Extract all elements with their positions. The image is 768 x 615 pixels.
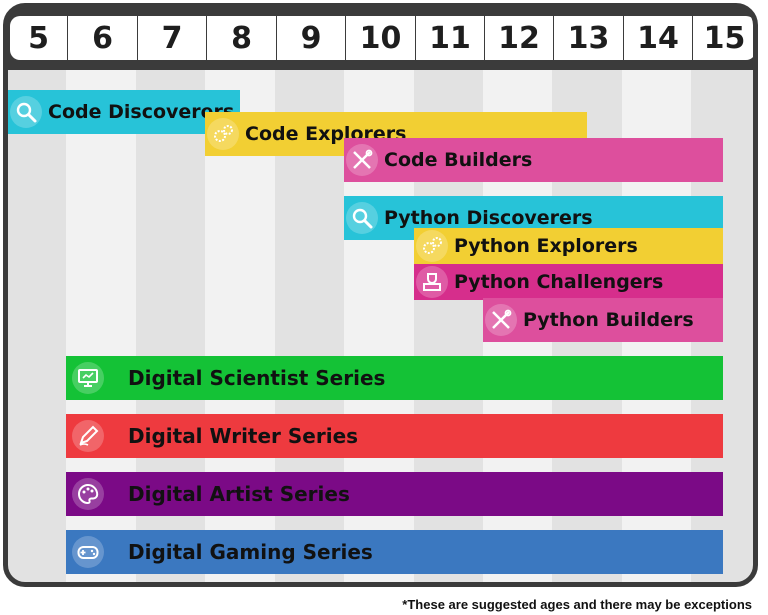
trophy-icon [416,266,448,298]
course-label: Python Challengers [454,271,664,293]
chart-grid: Code Discoverers Code Explorers Code Build… [8,70,753,582]
course-label: Digital Writer Series [128,424,359,448]
course-label: Digital Scientist Series [128,366,386,390]
age-label-12: 12 [485,16,553,60]
course-label: Digital Gaming Series [128,540,373,564]
age-label-13: 13 [554,16,623,60]
age-label-7: 7 [138,16,206,60]
age-label-9: 9 [277,16,345,60]
magnifier-icon [346,202,378,234]
course-label: Digital Artist Series [128,482,350,506]
course-bar-digital-scientist-series: Digital Scientist Series [66,356,723,400]
age-label-14: 14 [624,16,692,60]
chart-frame: 5 6 7 8 9 10 11 12 13 14 15 Code Discoverers Code E… [3,3,758,587]
course-label: Code Builders [384,149,533,171]
palette-icon [72,478,104,510]
footnote: *These are suggested ages and there may … [402,597,752,612]
pen-icon [72,420,104,452]
course-bar-python-builders: Python Builders [483,298,723,342]
course-bar-code-builders: Code Builders [344,138,723,182]
gears-icon [416,230,448,262]
age-label-11: 11 [416,16,484,60]
course-bar-python-explorers: Python Explorers [414,228,723,264]
course-bar-code-discoverers: Code Discoverers [8,90,240,134]
monitor-icon [72,362,104,394]
tools-icon [346,144,378,176]
course-label: Code Discoverers [48,101,235,123]
gamepad-icon [72,536,104,568]
course-bar-python-challengers: Python Challengers [414,264,723,300]
age-header: 5 6 7 8 9 10 11 12 13 14 15 [8,8,753,68]
course-bar-digital-writer-series: Digital Writer Series [66,414,723,458]
age-label-6: 6 [68,16,137,60]
course-label: Python Discoverers [384,207,593,229]
course-label: Python Builders [523,309,694,331]
gears-icon [207,118,239,150]
age-label-15: 15 [693,16,753,60]
course-label: Python Explorers [454,235,638,257]
course-bar-digital-gaming-series: Digital Gaming Series [66,530,723,574]
age-column-5 [8,70,66,582]
age-label-5: 5 [10,16,67,60]
course-bar-digital-artist-series: Digital Artist Series [66,472,723,516]
magnifier-icon [10,96,42,128]
age-label-8: 8 [207,16,276,60]
age-label-10: 10 [346,16,415,60]
tools-icon [485,304,517,336]
